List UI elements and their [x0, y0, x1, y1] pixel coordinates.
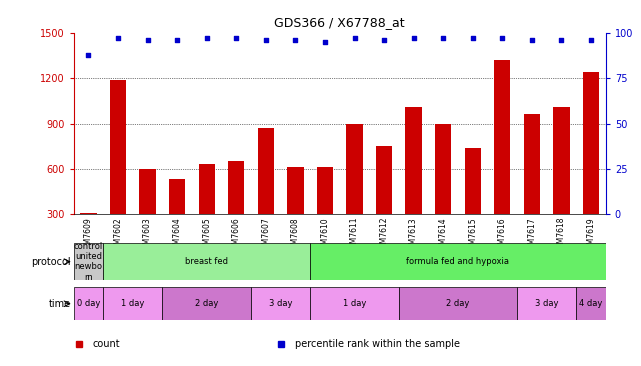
Point — [201, 36, 212, 41]
Text: 3 day: 3 day — [269, 299, 292, 308]
Point — [497, 36, 508, 41]
Bar — [399, 287, 517, 320]
Bar — [251, 287, 310, 320]
Text: count: count — [92, 339, 120, 349]
Bar — [406, 107, 422, 214]
Bar — [317, 167, 333, 214]
Text: 4 day: 4 day — [579, 299, 603, 308]
Bar — [103, 287, 162, 320]
Bar — [435, 123, 451, 214]
Point — [408, 36, 419, 41]
Point — [438, 36, 448, 41]
Bar — [258, 128, 274, 214]
Text: 2 day: 2 day — [446, 299, 470, 308]
Bar — [553, 107, 570, 214]
Text: time: time — [48, 299, 71, 309]
Text: protocol: protocol — [31, 257, 71, 267]
Point — [556, 37, 567, 43]
Text: 0 day: 0 day — [77, 299, 100, 308]
Text: 1 day: 1 day — [121, 299, 144, 308]
Bar — [494, 60, 510, 214]
Bar — [162, 287, 251, 320]
Text: percentile rank within the sample: percentile rank within the sample — [294, 339, 460, 349]
Point — [320, 39, 330, 45]
Bar — [376, 146, 392, 214]
Point — [142, 37, 153, 43]
Point — [231, 36, 242, 41]
Text: 2 day: 2 day — [195, 299, 219, 308]
Point — [83, 52, 94, 57]
Text: 1 day: 1 day — [343, 299, 366, 308]
Point — [261, 37, 271, 43]
Bar — [583, 72, 599, 214]
Bar — [310, 243, 606, 280]
Point — [586, 37, 596, 43]
Bar — [80, 213, 97, 214]
Point — [349, 36, 360, 41]
Bar — [169, 179, 185, 214]
Bar — [287, 167, 304, 214]
Text: breast fed: breast fed — [185, 257, 228, 266]
Bar — [199, 164, 215, 214]
Bar — [74, 243, 103, 280]
Text: GDS366 / X67788_at: GDS366 / X67788_at — [274, 16, 405, 29]
Bar — [228, 161, 244, 214]
Point — [172, 37, 182, 43]
Bar — [524, 115, 540, 214]
Bar — [110, 80, 126, 214]
Point — [290, 37, 301, 43]
Bar — [74, 287, 103, 320]
Point — [379, 37, 389, 43]
Text: control
united
newbo
rn: control united newbo rn — [74, 242, 103, 282]
Bar — [517, 287, 576, 320]
Bar — [346, 123, 363, 214]
Bar — [465, 147, 481, 214]
Bar — [103, 243, 310, 280]
Point — [527, 37, 537, 43]
Bar — [310, 287, 399, 320]
Point — [467, 36, 478, 41]
Text: 3 day: 3 day — [535, 299, 558, 308]
Bar — [140, 169, 156, 214]
Point — [113, 36, 123, 41]
Bar — [576, 287, 606, 320]
Text: formula fed and hypoxia: formula fed and hypoxia — [406, 257, 510, 266]
